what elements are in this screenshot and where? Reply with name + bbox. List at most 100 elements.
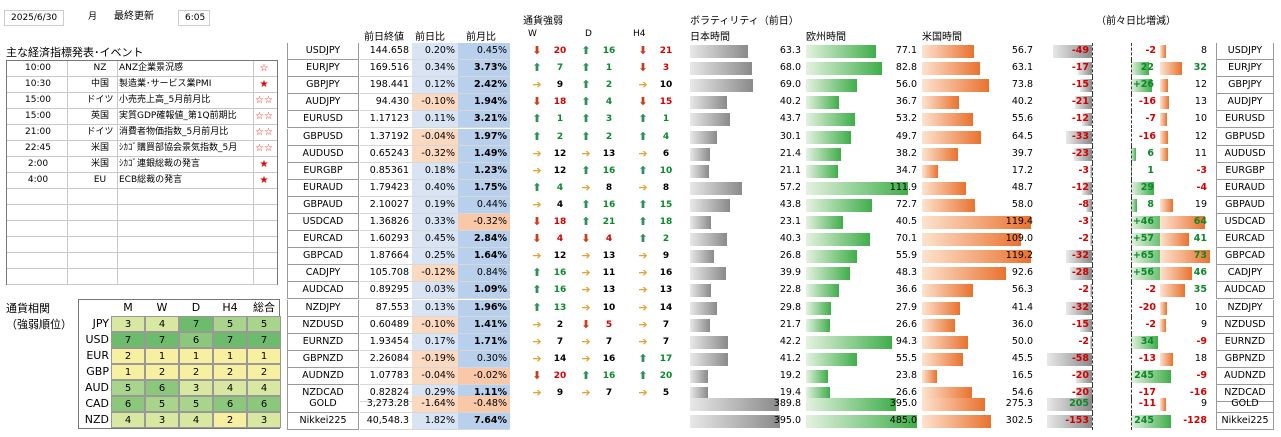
- jp-volatility: 389.8: [773, 398, 801, 409]
- pair-symbol[interactable]: GBPUSD: [287, 128, 359, 146]
- eu-diff: 245: [1134, 369, 1154, 381]
- pair-symbol-right[interactable]: NZDCAD: [1216, 385, 1274, 402]
- pair-symbol-right[interactable]: USDJPY: [1216, 43, 1274, 60]
- jp-diff-bar: [1085, 198, 1092, 212]
- pair-symbol-right[interactable]: USDCAD: [1216, 214, 1274, 231]
- pair-symbol[interactable]: CADJPY: [287, 265, 359, 283]
- pair-symbol-right[interactable]: EURJPY: [1216, 60, 1274, 78]
- eu-diff: +57: [1132, 233, 1154, 245]
- rate-row: EURNZD 1.93454 0.17% 1.71% ➔ 7 ➔ 7 ➔ 7 42.2 94.3 50.…: [0, 333, 1281, 351]
- trend-up-icon: ⬆: [581, 95, 591, 109]
- event-name: 消費者物価指数_5月前月比: [119, 127, 229, 137]
- day-change: 0.17%: [412, 333, 458, 351]
- pair-symbol[interactable]: GBPJPY: [287, 77, 359, 95]
- pair-symbol[interactable]: Nikkei225: [287, 413, 359, 430]
- pair-symbol[interactable]: EURJPY: [287, 60, 359, 78]
- pair-symbol[interactable]: EURAUD: [287, 179, 359, 197]
- pair-symbol-right[interactable]: NZDJPY: [1216, 299, 1274, 317]
- jp-volatility: 29.8: [779, 301, 801, 313]
- us-diff-bar: [1160, 96, 1170, 110]
- trend-up-icon: ⬆: [581, 197, 591, 211]
- trend-right-icon: ➔: [581, 300, 591, 314]
- jp-volatility-bar: [690, 335, 729, 349]
- pair-symbol-right[interactable]: AUDCAD: [1216, 282, 1274, 300]
- us-diff: 19: [1194, 198, 1207, 210]
- trend-score: 2: [556, 131, 564, 142]
- pair-symbol[interactable]: GBPNZD: [287, 350, 359, 368]
- pair-symbol-right[interactable]: NZDUSD: [1216, 316, 1274, 334]
- pair-symbol[interactable]: EURGBP: [287, 162, 359, 180]
- strength-rank: 7: [213, 332, 247, 348]
- day-change: 0.19%: [412, 196, 458, 214]
- prev-close: 1.93454: [360, 334, 412, 351]
- strength-rank: 1: [179, 348, 213, 364]
- pair-symbol-right[interactable]: EURNZD: [1216, 333, 1274, 351]
- strength-rank: 2: [145, 364, 179, 380]
- zero-line: [1092, 299, 1093, 317]
- pair-symbol-right[interactable]: AUDNZD: [1216, 367, 1274, 385]
- trend-score: 18: [553, 97, 567, 108]
- eu-volatility: 55.5: [895, 352, 917, 364]
- strength-rank: 1: [145, 348, 179, 364]
- pair-symbol-right[interactable]: AUDJPY: [1216, 94, 1274, 112]
- pair-symbol[interactable]: EURNZD: [287, 333, 359, 351]
- pair-symbol[interactable]: EURUSD: [287, 111, 359, 129]
- trend-right-icon: ➔: [532, 249, 542, 263]
- pair-symbol-right[interactable]: Nikkei225: [1216, 413, 1274, 430]
- prev-close: 0.89295: [360, 282, 412, 300]
- pair-symbol-right[interactable]: GBPAUD: [1216, 196, 1274, 214]
- pair-symbol[interactable]: USDJPY: [287, 43, 359, 60]
- rate-row: NZDUSD 0.60489 -0.10% 1.41% ➔ 2 ⬇ 5 ➔ 7 21.7 26.6 36…: [0, 316, 1281, 334]
- pair-symbol-right[interactable]: AUDUSD: [1216, 145, 1274, 163]
- pair-symbol-right[interactable]: EURGBP: [1216, 162, 1274, 180]
- pair-symbol-right[interactable]: GBPCAD: [1216, 248, 1274, 266]
- pair-symbol[interactable]: AUDCAD: [287, 282, 359, 300]
- eu-diff: -20: [1138, 301, 1156, 313]
- pair-symbol[interactable]: EURCAD: [287, 231, 359, 249]
- eu-volatility: 38.2: [895, 147, 917, 159]
- zero-line: [1092, 196, 1093, 214]
- trend-right-icon: ➔: [638, 334, 648, 348]
- pair-symbol[interactable]: AUDUSD: [287, 145, 359, 163]
- us-diff-bar: [1160, 301, 1167, 315]
- pair-symbol-right[interactable]: GBPJPY: [1216, 77, 1274, 95]
- pair-symbol-right[interactable]: EURCAD: [1216, 231, 1274, 249]
- event-row: 10:00 NZ ANZ企業景況感 ☆: [7, 61, 277, 77]
- pair-symbol[interactable]: GBPAUD: [287, 196, 359, 214]
- trend-up-icon: ⬆: [581, 163, 591, 177]
- prev-close: 1.36826: [360, 214, 412, 231]
- pair-symbol-right[interactable]: GOLD: [1216, 396, 1274, 413]
- month-change: 1.94%: [458, 94, 510, 112]
- pair-symbol[interactable]: NZDUSD: [287, 316, 359, 334]
- jp-volatility: 19.2: [779, 369, 801, 381]
- pair-symbol-right[interactable]: EURAUD: [1216, 179, 1274, 197]
- trend-score: 11: [602, 268, 616, 279]
- pair-symbol-right[interactable]: GBPUSD: [1216, 128, 1274, 146]
- eu-volatility: 34.7: [895, 164, 917, 176]
- eu-volatility: 94.3: [895, 335, 917, 347]
- pair-symbol[interactable]: NZDJPY: [287, 299, 359, 317]
- jp-diff: -2: [1078, 335, 1089, 347]
- us-volatility-bar: [922, 79, 990, 93]
- jp-diff-bar: [1090, 233, 1092, 247]
- zero-line: [1131, 396, 1132, 413]
- pair-symbol[interactable]: AUDNZD: [287, 367, 359, 385]
- pair-symbol[interactable]: GBPCAD: [287, 248, 359, 266]
- pair-symbol-right[interactable]: GBPNZD: [1216, 350, 1274, 368]
- us-volatility-bar: [922, 130, 981, 144]
- jp-diff: -20: [1071, 387, 1089, 398]
- pair-symbol[interactable]: USDCAD: [287, 214, 359, 231]
- strength-rank: 2: [111, 348, 145, 364]
- us-volatility: 55.6: [1011, 113, 1033, 125]
- eu-diff: -16: [1138, 96, 1156, 108]
- zero-line: [1092, 77, 1093, 95]
- pair-symbol[interactable]: GOLD: [287, 396, 359, 413]
- pair-symbol-right[interactable]: CADJPY: [1216, 265, 1274, 283]
- trend-down-icon: ⬇: [532, 44, 542, 57]
- trend-score: 16: [553, 285, 567, 296]
- us-diff-bar: [1160, 233, 1189, 247]
- pair-symbol[interactable]: AUDJPY: [287, 94, 359, 112]
- us-volatility: 58.0: [1011, 198, 1033, 210]
- jp-diff: 205: [1069, 398, 1089, 409]
- pair-symbol-right[interactable]: EURUSD: [1216, 111, 1274, 129]
